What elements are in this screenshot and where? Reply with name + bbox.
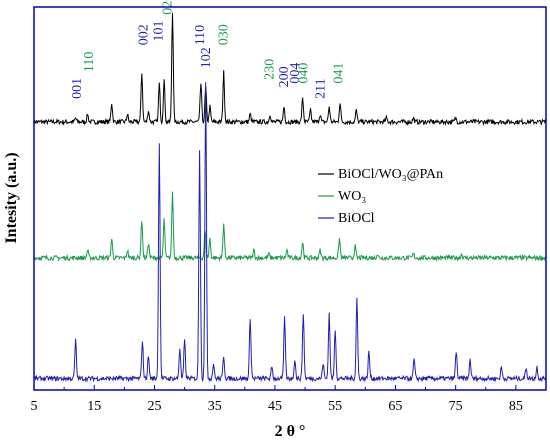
x-tick-label-5: 55 (328, 399, 342, 414)
legend-label-0: BiOCl/WO₃@PAn (338, 167, 443, 182)
x-tick-label-4: 45 (268, 399, 282, 414)
peak-label-10: 004 (288, 63, 303, 84)
x-tick-label-8: 85 (509, 399, 523, 414)
x-tick-label-0: 5 (31, 399, 38, 414)
peak-label-8: 230 (262, 59, 277, 80)
x-axis-title: 2 θ ° (275, 423, 306, 440)
peak-label-9: 200 (277, 66, 292, 87)
x-tick-label-6: 65 (388, 399, 402, 414)
series-line-1 (34, 191, 546, 263)
plot-frame (33, 6, 547, 391)
peak-label-3: 101 (152, 21, 167, 42)
peak-label-5: 110 (193, 25, 208, 45)
x-tick-label-1: 15 (87, 399, 101, 414)
y-axis-title: Intesity (a.u.) (3, 152, 20, 243)
series-line-0 (34, 12, 546, 127)
x-tick-label-2: 25 (147, 399, 161, 414)
series-line-2 (34, 82, 546, 383)
x-tick-label-7: 75 (449, 399, 463, 414)
legend-label-1: WO₃ (338, 189, 366, 204)
peak-label-7: 030 (217, 24, 232, 45)
peak-label-6: 102 (199, 47, 214, 68)
peak-label-12: 211 (314, 78, 329, 98)
peak-label-13: 041 (332, 63, 347, 84)
peak-label-11: 040 (297, 63, 312, 84)
peak-label-0: 001 (70, 78, 85, 99)
legend-label-2: BiOCl (338, 211, 375, 226)
peak-label-2: 002 (136, 24, 151, 45)
x-tick-label-3: 35 (208, 399, 222, 414)
legend: BiOCl/WO₃@PAn WO₃ BiOCl (318, 167, 443, 226)
peak-label-1: 110 (82, 52, 97, 72)
